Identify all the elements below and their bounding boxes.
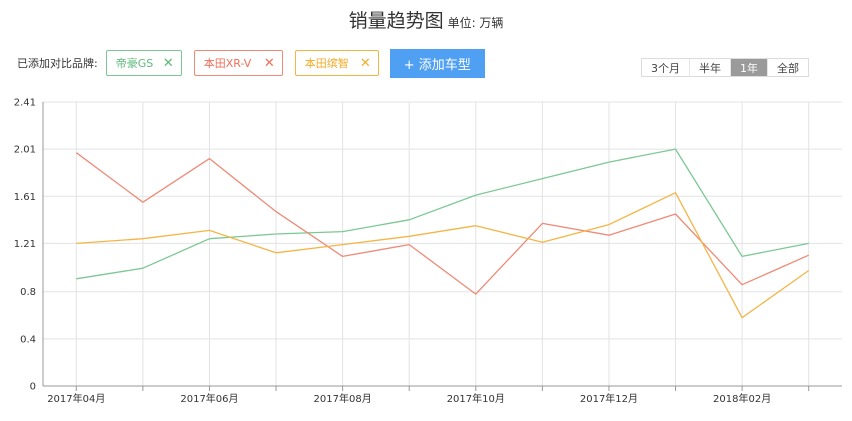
series-line-1 bbox=[76, 148, 809, 280]
add-model-button[interactable]: + 添加车型 bbox=[389, 48, 485, 78]
unit-label: 单位: 万辆 bbox=[447, 16, 504, 30]
y-tick-label: 2.01 bbox=[14, 145, 36, 156]
range-half-year[interactable]: 半年 bbox=[689, 59, 730, 76]
range-all[interactable]: 全部 bbox=[767, 59, 808, 76]
compare-label: 已添加对比品牌: bbox=[17, 57, 98, 70]
close-icon[interactable]: ✕ bbox=[359, 55, 371, 71]
brand-chip-honda-binzhi[interactable]: 本田缤智 ✕ bbox=[294, 50, 379, 76]
y-tick-label: 2.41 bbox=[14, 98, 36, 109]
compare-brands-row: 已添加对比品牌: 帝豪GS ✕ 本田XR-V ✕ 本田缤智 ✕ + 添加车型 bbox=[17, 48, 485, 78]
x-tick-label: 2017年04月 bbox=[47, 392, 105, 405]
time-range-selector: 3个月 半年 1年 全部 bbox=[641, 58, 809, 77]
x-tick-label: 2017年12月 bbox=[580, 392, 638, 405]
title-row: 销量趋势图 单位: 万辆 bbox=[0, 6, 852, 33]
chart-title: 销量趋势图 bbox=[348, 10, 444, 32]
x-tick-label: 2018年02月 bbox=[713, 392, 771, 405]
close-icon[interactable]: ✕ bbox=[162, 55, 174, 71]
x-tick-label: 2017年08月 bbox=[314, 392, 372, 405]
series-line-2 bbox=[75, 152, 809, 295]
y-tick-label: 1.61 bbox=[14, 192, 36, 203]
range-3-months[interactable]: 3个月 bbox=[642, 59, 689, 76]
y-tick-label: 0.8 bbox=[20, 287, 36, 298]
brand-chip-label: 帝豪GS bbox=[115, 57, 154, 70]
brand-chip-dihao-gs[interactable]: 帝豪GS ✕ bbox=[105, 50, 182, 76]
y-tick-label: 1.21 bbox=[14, 239, 36, 250]
brand-chip-label: 本田XR-V bbox=[203, 57, 252, 70]
brand-chip-label: 本田缤智 bbox=[304, 57, 349, 70]
close-icon[interactable]: ✕ bbox=[263, 55, 275, 71]
sales-trend-chart: 0 0.4 0.8 1.21 1.61 2.01 2.41 2017年04月 2017年06月 2… bbox=[14, 98, 842, 405]
series-line-3 bbox=[76, 192, 810, 319]
range-1-year[interactable]: 1年 bbox=[730, 59, 767, 76]
y-tick-label: 0 bbox=[30, 382, 36, 393]
x-tick-label: 2017年06月 bbox=[180, 392, 238, 405]
x-tick-label: 2017年10月 bbox=[447, 392, 505, 405]
brand-chip-honda-xrv[interactable]: 本田XR-V ✕ bbox=[193, 50, 283, 76]
y-tick-label: 0.4 bbox=[20, 334, 36, 345]
